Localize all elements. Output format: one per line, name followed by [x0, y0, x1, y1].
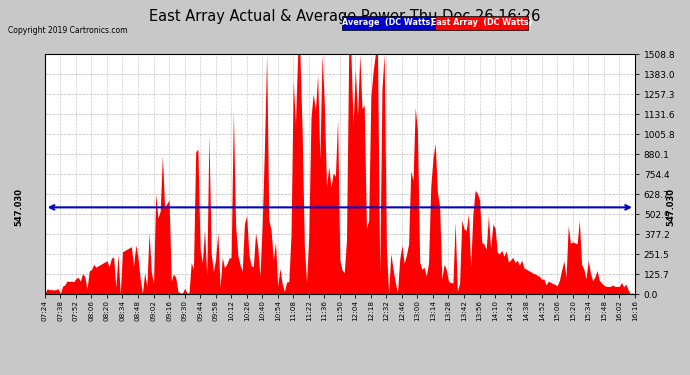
Text: Copyright 2019 Cartronics.com: Copyright 2019 Cartronics.com — [8, 26, 128, 35]
Text: East Array  (DC Watts): East Array (DC Watts) — [431, 18, 532, 27]
Text: 547.030: 547.030 — [666, 188, 676, 226]
Text: Average  (DC Watts): Average (DC Watts) — [342, 18, 434, 27]
Text: 547.030: 547.030 — [14, 188, 24, 226]
Text: East Array Actual & Average Power Thu Dec 26 16:26: East Array Actual & Average Power Thu De… — [149, 9, 541, 24]
